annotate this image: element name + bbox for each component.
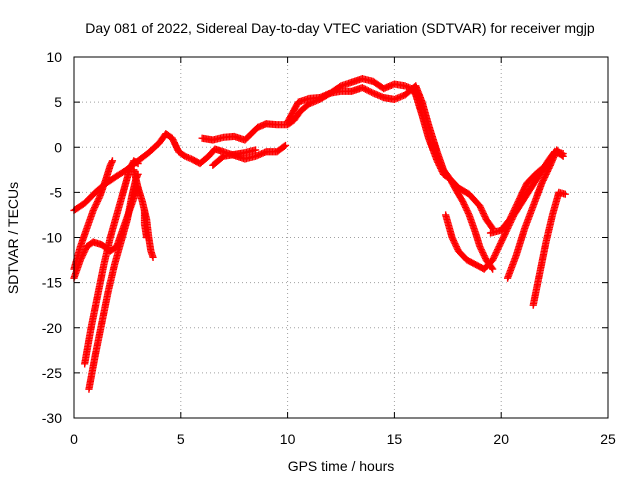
y-tick-label: 5 bbox=[54, 94, 62, 110]
data-point bbox=[281, 141, 290, 150]
data-point bbox=[108, 158, 116, 166]
y-tick-label: -25 bbox=[42, 365, 62, 381]
y-tick-label: 0 bbox=[54, 139, 62, 155]
x-tick-label: 25 bbox=[600, 431, 616, 447]
data-point bbox=[558, 151, 566, 159]
y-tick-label: 10 bbox=[46, 49, 62, 65]
series-arc-2 bbox=[209, 146, 260, 169]
data-point bbox=[561, 190, 569, 198]
series-arc-10 bbox=[70, 157, 117, 273]
data-point bbox=[559, 152, 567, 160]
series-arc-1 bbox=[70, 130, 290, 215]
data-points bbox=[70, 75, 569, 393]
data-point bbox=[489, 265, 497, 273]
y-tick-label: -5 bbox=[50, 184, 63, 200]
x-axis-label: GPS time / hours bbox=[288, 458, 395, 474]
grid bbox=[74, 57, 608, 418]
y-tick-label: -10 bbox=[42, 230, 62, 246]
y-axis-label: SDTVAR / TECUs bbox=[5, 182, 21, 294]
x-tick-label: 5 bbox=[177, 431, 185, 447]
axis-ticks: 0 5 10 15 20 25 -30 -25 -20 -15 -10 -5 0 5 10 bbox=[42, 49, 616, 447]
data-point bbox=[134, 159, 142, 168]
data-point bbox=[108, 157, 117, 165]
data-point bbox=[251, 146, 260, 154]
chart-title: Day 081 of 2022, Sidereal Day-to-day VTE… bbox=[85, 20, 595, 36]
data-point bbox=[280, 142, 288, 150]
data-point bbox=[149, 253, 157, 261]
data-point bbox=[143, 233, 151, 242]
x-tick-label: 15 bbox=[387, 431, 403, 447]
series-arc-11 bbox=[81, 157, 142, 368]
x-tick-label: 20 bbox=[493, 431, 509, 447]
x-tick-label: 0 bbox=[70, 431, 78, 447]
x-tick-label: 10 bbox=[280, 431, 296, 447]
series-arc-8 bbox=[529, 188, 569, 309]
series-arc-4 bbox=[284, 82, 497, 273]
y-tick-label: -20 bbox=[42, 320, 62, 336]
data-point bbox=[488, 264, 496, 272]
y-tick-label: -15 bbox=[42, 275, 62, 291]
data-point bbox=[133, 158, 141, 167]
series-arc-14 bbox=[140, 206, 151, 242]
series-arc-7 bbox=[504, 146, 567, 282]
plot-frame bbox=[73, 56, 609, 419]
y-tick-label: -30 bbox=[42, 410, 62, 426]
